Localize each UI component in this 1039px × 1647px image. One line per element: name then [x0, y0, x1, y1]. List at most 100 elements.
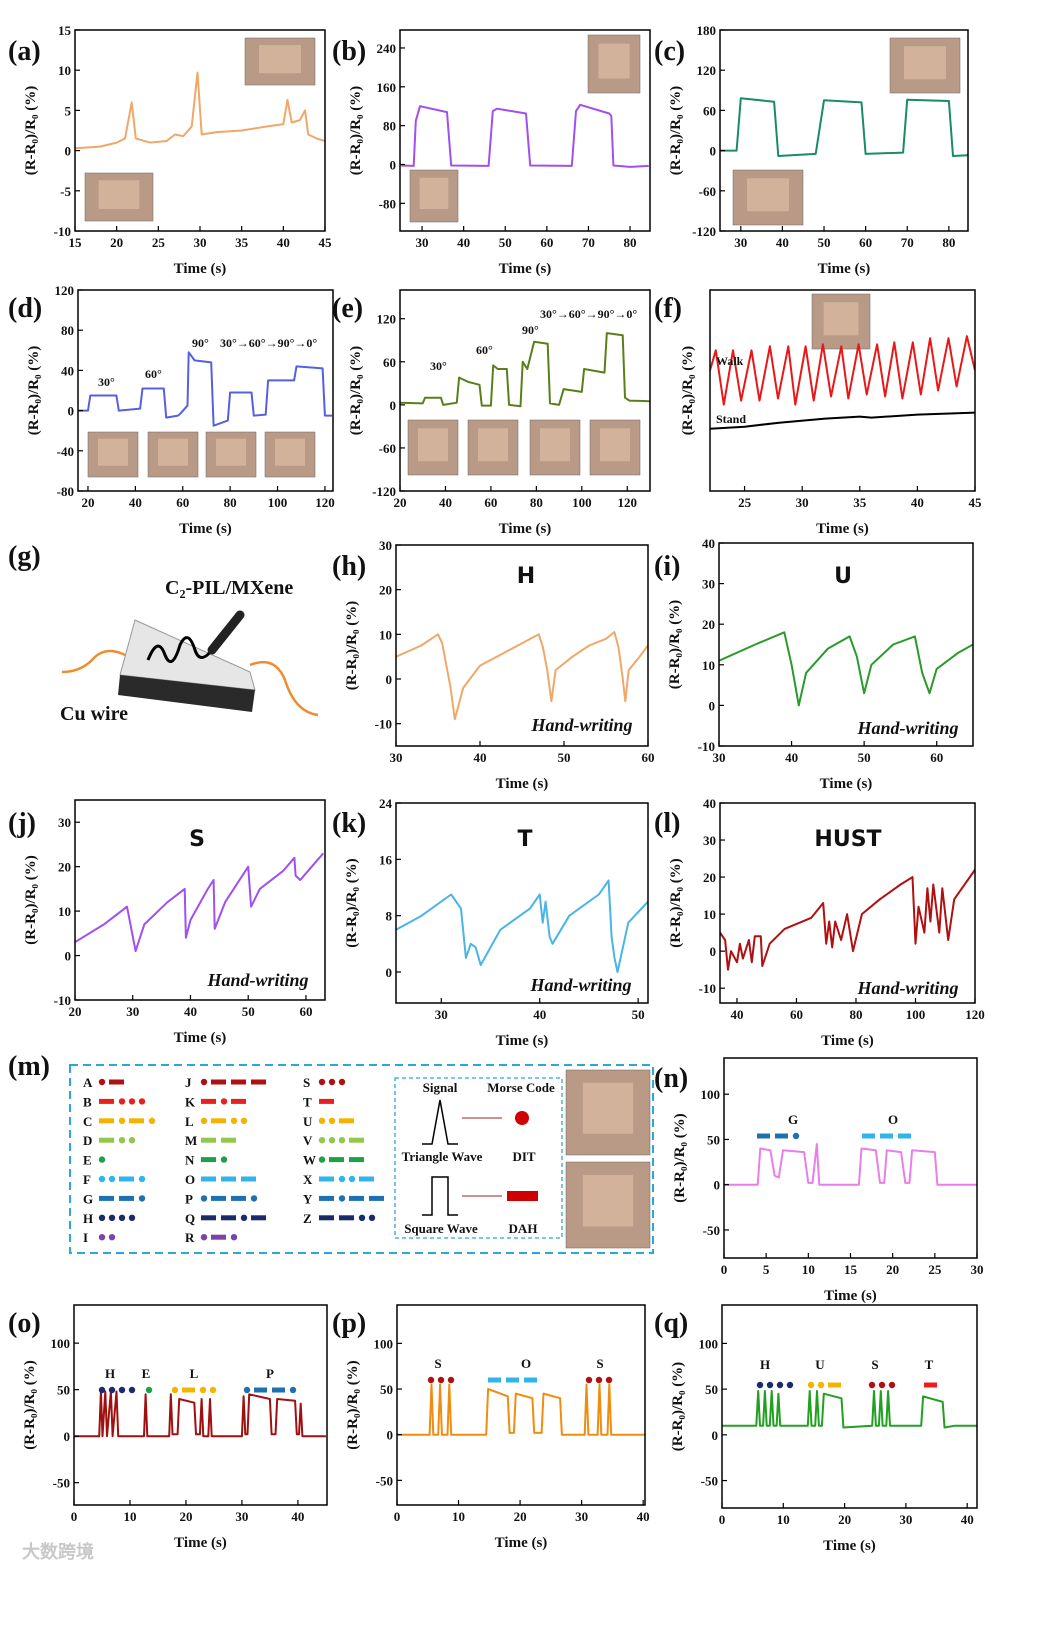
- morse-dot: [338, 1137, 346, 1144]
- photo-inset-detail: [478, 428, 508, 462]
- x-tick-label: 30: [416, 235, 429, 250]
- y-tick-label: 0: [712, 1428, 719, 1443]
- morse-dot: [318, 1117, 326, 1125]
- x-tick-label: 60: [540, 235, 553, 250]
- morse-dash: [99, 1118, 114, 1124]
- y-axis-label: (R-R₀)/R₀ (%): [23, 86, 39, 175]
- morse-dash: [99, 1098, 114, 1104]
- morse-dot: [595, 1376, 603, 1384]
- y-tick-label: 10: [702, 658, 715, 673]
- x-tick-label: 40: [184, 1004, 197, 1019]
- morse-dash: [211, 1118, 226, 1124]
- panel-label-l: (l): [654, 808, 680, 839]
- material-label: C₂-PIL/MXene: [165, 577, 293, 599]
- morse-table-letter: K: [185, 1094, 196, 1109]
- y-axis-label: (R-R₀)/R₀ (%): [345, 1360, 361, 1449]
- x-tick-label: 80: [530, 495, 543, 510]
- morse-dash: [221, 1176, 236, 1182]
- x-tick-label: 30: [713, 750, 726, 765]
- x-tick-label: 80: [942, 235, 955, 250]
- morse-dot: [171, 1386, 179, 1394]
- signal-label: Signal: [423, 1080, 458, 1095]
- x-axis-label: Time (s): [823, 1538, 876, 1554]
- plot-frame: [399, 289, 651, 492]
- morse-dash: [329, 1157, 344, 1163]
- morse-dash: [349, 1195, 364, 1201]
- morse-table-letter: A: [83, 1075, 93, 1090]
- x-tick-label: 60: [790, 1007, 803, 1022]
- annotation: 30°→60°→90°→0°: [220, 336, 317, 350]
- square-wave-icon: [422, 1176, 458, 1216]
- y-tick-label: 0: [710, 944, 717, 959]
- y-tick-label: 180: [697, 23, 717, 38]
- morse-letter-label: H: [105, 1366, 115, 1381]
- morse-dot: [98, 1078, 106, 1086]
- morse-dash: [231, 1079, 246, 1085]
- x-tick-label: 120: [965, 1007, 985, 1022]
- y-tick-label: 10: [58, 63, 71, 78]
- y-tick-label: 40: [702, 536, 715, 551]
- annotation: 30°: [430, 359, 447, 373]
- handwriting-stroke: [146, 636, 214, 664]
- photo-inset-detail: [216, 438, 246, 466]
- morse-dot: [338, 1078, 346, 1086]
- morse-dot: [108, 1386, 116, 1394]
- x-tick-label: 30: [194, 235, 207, 250]
- morse-dash: [221, 1215, 236, 1221]
- y-tick-label: 0: [64, 1429, 71, 1444]
- morse-table-letter: B: [83, 1094, 92, 1109]
- x-tick-label: 30: [390, 750, 403, 765]
- series-line-0: [396, 879, 648, 973]
- morse-dash: [349, 1137, 364, 1143]
- plot-frame: [723, 1057, 978, 1259]
- morse-letter-label: S: [434, 1356, 441, 1371]
- morse-table-letter: Q: [185, 1211, 195, 1226]
- hand-writing-label: Hand-writing: [529, 975, 631, 995]
- morse-dot: [128, 1386, 136, 1394]
- morse-dot: [108, 1175, 116, 1183]
- y-axis-label: (R-R₀)/R₀ (%): [348, 346, 364, 435]
- x-tick-label: 10: [802, 1262, 815, 1277]
- x-axis-label: Time (s): [820, 776, 873, 792]
- morse-table-letter: G: [83, 1191, 93, 1206]
- y-tick-label: 240: [377, 41, 397, 56]
- y-tick-label: 0: [390, 398, 397, 413]
- y-axis-label: (R-R₀)/R₀ (%): [680, 346, 696, 435]
- morse-dash: [272, 1387, 285, 1393]
- morse-dash: [319, 1195, 334, 1201]
- x-tick-label: 80: [624, 235, 637, 250]
- morse-dot: [328, 1137, 336, 1144]
- cu-wire-label: Cu wire: [60, 703, 128, 725]
- series-line-0: [75, 71, 325, 150]
- morse-dot: [98, 1234, 106, 1241]
- morse-dash: [924, 1382, 937, 1388]
- x-tick-label: 35: [235, 235, 249, 250]
- y-tick-label: -10: [698, 739, 715, 754]
- y-tick-label: -10: [375, 717, 392, 732]
- x-tick-label: 25: [152, 235, 166, 250]
- morse-dash: [757, 1133, 770, 1139]
- morse-dot: [200, 1234, 208, 1241]
- morse-letter-label: T: [925, 1357, 934, 1372]
- y-tick-label: 60: [703, 103, 716, 118]
- morse-dash: [488, 1377, 501, 1383]
- morse-table-letter: R: [185, 1230, 195, 1245]
- morse-dot: [368, 1214, 376, 1222]
- hand-writing-label: Hand-writing: [856, 718, 958, 738]
- x-axis-label: Time (s): [824, 1288, 877, 1304]
- y-tick-label: 8: [386, 909, 393, 924]
- photo-inset-detail: [747, 178, 789, 212]
- morse-dash: [339, 1215, 354, 1221]
- morse-dot: [427, 1376, 435, 1384]
- photo-inset-detail: [823, 302, 859, 336]
- morse-dot: [230, 1234, 238, 1241]
- morse-table-letter: U: [303, 1114, 313, 1129]
- morse-dot: [128, 1214, 136, 1222]
- y-tick-label: -50: [53, 1476, 70, 1491]
- x-tick-label: 40: [291, 1509, 304, 1524]
- morse-dot: [138, 1175, 146, 1183]
- y-tick-label: 16: [379, 852, 393, 867]
- plot-frame: [77, 289, 334, 492]
- morse-table-letter: F: [83, 1172, 91, 1187]
